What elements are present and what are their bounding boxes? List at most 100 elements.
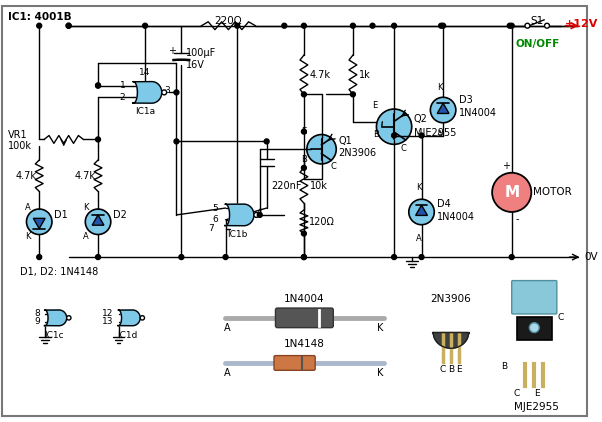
- Circle shape: [507, 23, 512, 28]
- Circle shape: [302, 129, 306, 134]
- Text: ON/OFF: ON/OFF: [515, 39, 559, 49]
- Text: IC1d: IC1d: [117, 330, 138, 340]
- Polygon shape: [92, 215, 104, 225]
- Text: +: +: [167, 46, 176, 56]
- Text: 6: 6: [212, 215, 218, 225]
- Text: A: A: [437, 130, 443, 139]
- Text: K: K: [25, 232, 30, 241]
- Circle shape: [392, 133, 397, 138]
- Text: 4: 4: [257, 208, 262, 217]
- Text: 8: 8: [34, 309, 40, 319]
- Circle shape: [264, 139, 269, 144]
- FancyBboxPatch shape: [512, 281, 557, 314]
- Text: D2: D2: [113, 210, 126, 220]
- Text: B: B: [373, 130, 379, 139]
- Text: E: E: [372, 100, 377, 110]
- Circle shape: [419, 133, 424, 138]
- Text: 1N4004: 1N4004: [459, 108, 497, 118]
- Circle shape: [96, 254, 101, 260]
- Circle shape: [96, 83, 101, 88]
- Text: K: K: [438, 83, 443, 92]
- Circle shape: [439, 23, 444, 28]
- Polygon shape: [415, 205, 427, 215]
- Text: +12V: +12V: [565, 19, 598, 29]
- Text: 3: 3: [165, 86, 170, 95]
- Circle shape: [376, 109, 412, 144]
- Text: K: K: [416, 183, 421, 192]
- Text: C: C: [514, 390, 520, 398]
- Text: C: C: [401, 144, 407, 153]
- Text: 1N4004: 1N4004: [284, 294, 324, 304]
- Text: IC1a: IC1a: [135, 107, 155, 116]
- Text: D3: D3: [459, 95, 473, 105]
- Text: 5: 5: [212, 203, 218, 213]
- Text: 1: 1: [120, 81, 125, 90]
- Circle shape: [419, 254, 424, 260]
- Text: S1: S1: [530, 16, 544, 26]
- Text: MOTOR: MOTOR: [533, 187, 572, 197]
- Circle shape: [409, 199, 434, 225]
- Text: VR1: VR1: [8, 130, 28, 140]
- Text: 10k: 10k: [310, 181, 327, 190]
- Text: MJE2955: MJE2955: [514, 402, 559, 412]
- Circle shape: [223, 254, 228, 260]
- Text: MJE2955: MJE2955: [414, 127, 456, 138]
- Text: A: A: [224, 368, 231, 378]
- Circle shape: [350, 23, 355, 28]
- Circle shape: [302, 23, 306, 28]
- Text: B: B: [501, 362, 507, 371]
- Text: A: A: [416, 234, 421, 243]
- Polygon shape: [433, 333, 468, 348]
- Polygon shape: [437, 103, 449, 114]
- Circle shape: [441, 23, 445, 28]
- Circle shape: [492, 173, 532, 212]
- Circle shape: [392, 254, 397, 260]
- Polygon shape: [118, 310, 140, 326]
- Text: C: C: [330, 162, 337, 171]
- Circle shape: [307, 135, 337, 164]
- Text: +: +: [502, 161, 510, 171]
- Circle shape: [143, 23, 147, 28]
- Text: Q2: Q2: [414, 114, 427, 124]
- Text: 100μF: 100μF: [186, 48, 217, 58]
- Circle shape: [370, 23, 375, 28]
- Text: 2N3906: 2N3906: [338, 148, 376, 158]
- Text: Q1: Q1: [338, 136, 352, 146]
- Text: 220nF: 220nF: [272, 181, 302, 190]
- Circle shape: [162, 90, 167, 95]
- Circle shape: [529, 323, 539, 333]
- Text: 7: 7: [208, 224, 214, 233]
- Circle shape: [96, 83, 101, 88]
- Circle shape: [430, 97, 456, 123]
- Text: D4: D4: [437, 199, 451, 209]
- Text: 9: 9: [34, 317, 40, 326]
- Text: A: A: [224, 323, 231, 333]
- FancyBboxPatch shape: [274, 356, 315, 370]
- Text: IC1: 4001B: IC1: 4001B: [8, 12, 72, 22]
- Circle shape: [179, 254, 184, 260]
- Text: C: C: [440, 365, 446, 374]
- Circle shape: [96, 137, 101, 142]
- Text: IC1c: IC1c: [44, 330, 64, 340]
- Polygon shape: [225, 204, 254, 226]
- Circle shape: [509, 254, 514, 260]
- Text: E: E: [301, 127, 306, 136]
- Circle shape: [66, 23, 71, 28]
- Polygon shape: [33, 218, 45, 229]
- Circle shape: [509, 23, 514, 28]
- Circle shape: [545, 23, 550, 28]
- Text: B: B: [301, 154, 307, 164]
- Text: E: E: [535, 390, 540, 398]
- Circle shape: [257, 212, 262, 217]
- Text: 100k: 100k: [8, 141, 32, 151]
- Text: 4.7k: 4.7k: [310, 70, 330, 80]
- Text: D1, D2: 1N4148: D1, D2: 1N4148: [20, 267, 98, 277]
- Text: 16V: 16V: [186, 60, 205, 70]
- FancyBboxPatch shape: [2, 6, 587, 416]
- Text: D1: D1: [54, 210, 67, 220]
- Text: 0V: 0V: [585, 252, 598, 262]
- Circle shape: [66, 23, 71, 28]
- Circle shape: [37, 254, 42, 260]
- Text: 2: 2: [120, 93, 125, 102]
- Circle shape: [302, 254, 306, 260]
